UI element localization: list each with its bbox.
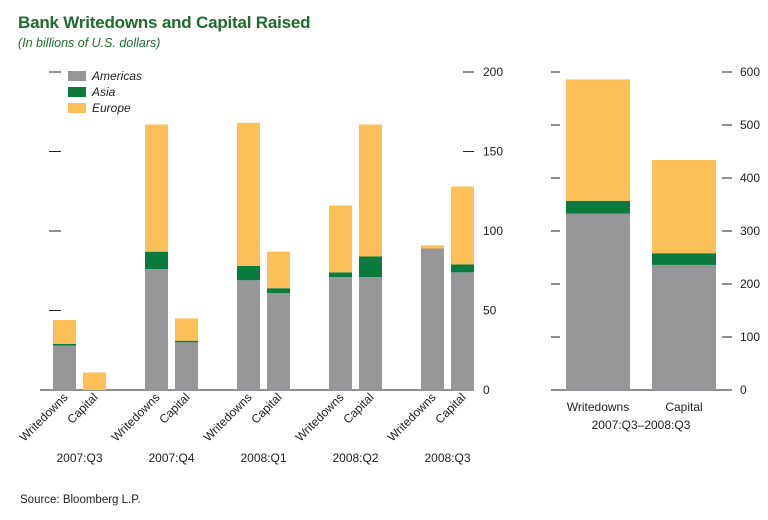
bar-2008-q1-capital-asia (267, 288, 290, 294)
total-bar-writedowns-americas (566, 213, 630, 390)
total-bar-capital-europe (652, 159, 716, 254)
right-ytick-label-500: 500 (740, 118, 760, 132)
bar-2007-q4-capital-americas (175, 342, 198, 390)
bar-2007-q3-capital-europe (83, 372, 106, 390)
bar-2008-q2-writedowns-americas (329, 277, 352, 390)
left-ytick-label-50: 50 (483, 304, 497, 318)
bar-2008-q3-capital-americas (451, 272, 474, 390)
legend-label-asia: Asia (91, 85, 116, 99)
xtick-label-2008-q2-capital: Capital (340, 390, 376, 426)
xtick-label-2007-q4-writedowns: Writedowns (109, 390, 163, 444)
group-label-2008-q2: 2008:Q2 (332, 451, 378, 465)
right-ytick-label-600: 600 (740, 65, 760, 79)
bar-2008-q1-capital-americas (267, 293, 290, 390)
left-ytick-label-0: 0 (483, 383, 490, 397)
total-bar-writedowns-europe (566, 79, 630, 201)
left-ytick-label-150: 150 (483, 145, 503, 159)
xtick-label-2007-q3-capital: Capital (64, 390, 100, 426)
legend-label-europe: Europe (92, 101, 131, 115)
left-ytick-label-200: 200 (483, 65, 503, 79)
bar-2008-q3-writedowns-americas (421, 248, 444, 390)
right-ytick-label-300: 300 (740, 224, 760, 238)
chart-subtitle: (In billions of U.S. dollars) (18, 36, 161, 50)
legend-swatch-europe (68, 103, 86, 113)
group-label-2007-q4: 2007:Q4 (148, 451, 194, 465)
xtick-label-2008-q1-capital: Capital (248, 390, 284, 426)
legend-swatch-asia (68, 87, 86, 97)
bar-2008-q1-capital-europe (267, 251, 290, 289)
bar-2008-q2-capital-asia (359, 256, 382, 278)
total-bar-writedowns-asia (566, 200, 630, 214)
xtick-label-2008-q1-writedowns: Writedowns (201, 390, 255, 444)
bar-2008-q3-capital-europe (451, 186, 474, 265)
bar-2008-q2-capital-europe (359, 124, 382, 257)
bar-2008-q2-writedowns-asia (329, 272, 352, 278)
bar-2008-q1-writedowns-asia (237, 265, 260, 281)
bar-2007-q4-writedowns-americas (145, 269, 168, 390)
xtick-label-2008-q3-writedowns: Writedowns (385, 390, 439, 444)
bar-2008-q3-capital-asia (451, 264, 474, 273)
right-ytick-label-200: 200 (740, 277, 760, 291)
bar-2007-q3-writedowns-europe (53, 320, 76, 344)
left-ytick-label-100: 100 (483, 224, 503, 238)
bar-2008-q1-writedowns-americas (237, 280, 260, 390)
group-label-2008-q3: 2008:Q3 (424, 451, 470, 465)
group-label-2007-q3: 2007:Q3 (56, 451, 102, 465)
bar-2007-q4-capital-europe (175, 318, 198, 341)
bar-2007-q4-capital-asia (175, 340, 198, 343)
bar-2008-q2-capital-americas (359, 277, 382, 390)
bar-2008-q1-writedowns-europe (237, 122, 260, 266)
bar-2008-q3-writedowns-europe (421, 245, 444, 249)
bar-2007-q3-writedowns-americas (53, 345, 76, 390)
xtick-label-2008-q3-capital: Capital (432, 390, 468, 426)
legend-label-americas: Americas (91, 69, 142, 83)
bar-2007-q4-writedowns-asia (145, 251, 168, 270)
bar-2007-q3-writedowns-asia (53, 343, 76, 346)
xtick-label-2007-q3-writedowns: Writedowns (17, 390, 71, 444)
source-note: Source: Bloomberg L.P. (20, 494, 141, 506)
right-ytick-label-0: 0 (740, 383, 747, 397)
total-bar-capital-asia (652, 253, 716, 265)
total-xtick-label-writedowns: Writedowns (567, 400, 629, 414)
group-label-2008-q1: 2008:Q1 (240, 451, 286, 465)
bar-2007-q4-writedowns-europe (145, 124, 168, 252)
xtick-label-2007-q4-capital: Capital (156, 390, 192, 426)
right-ytick-label-400: 400 (740, 171, 760, 185)
legend-swatch-americas (68, 71, 86, 81)
xtick-label-2008-q2-writedowns: Writedowns (293, 390, 347, 444)
total-xtick-label-capital: Capital (665, 400, 702, 414)
right-ytick-label-100: 100 (740, 330, 760, 344)
total-bar-capital-americas (652, 264, 716, 390)
total-group-label: 2007:Q3–2008:Q3 (592, 418, 691, 432)
bar-2008-q2-writedowns-europe (329, 205, 352, 273)
chart-title: Bank Writedowns and Capital Raised (18, 13, 311, 32)
